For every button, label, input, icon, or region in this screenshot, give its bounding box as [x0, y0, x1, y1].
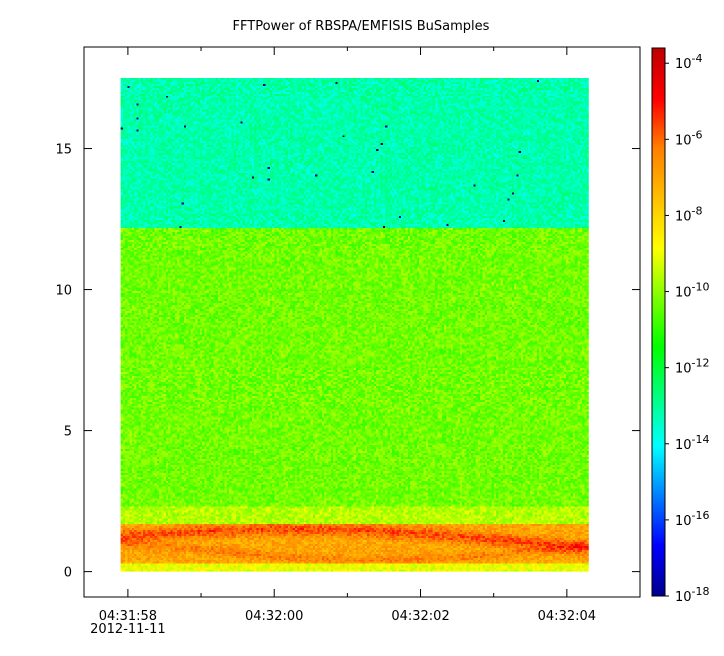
colorbar-tick-label: 10-16	[675, 509, 710, 529]
x-tick-label: 04:32:02	[391, 609, 449, 624]
colorbar-tick-label: 10-4	[675, 52, 703, 72]
chart-title: FFTPower of RBSPA/EMFISIS BuSamples	[233, 19, 490, 34]
colorbar-frame	[651, 47, 666, 597]
colorbar-ticks: 10-18 10-16 10-14 10-12 10-10 10-8 10-6 10-4	[665, 52, 710, 605]
colorbar-tick-label: 10-14	[675, 433, 710, 453]
x-tick-label: 04:32:00	[245, 609, 303, 624]
colorbar-tick-label: 10-12	[675, 357, 710, 377]
y-tick-label: 15	[55, 143, 72, 158]
colorbar-gradient	[652, 48, 665, 596]
x-tick-label: 04:31:58	[99, 609, 157, 624]
colorbar: 10-18 10-16 10-14 10-12 10-10 10-8 10-6 10-4	[651, 47, 710, 605]
y-tick-label: 0	[64, 566, 72, 581]
colorbar-tick-label: 10-10	[675, 281, 710, 301]
x-tick-label: 04:32:04	[538, 609, 596, 624]
spectrogram-image	[120, 78, 589, 572]
x-tick-date-label: 2012-11-11	[90, 622, 166, 637]
y-tick-label: 5	[64, 425, 72, 440]
colorbar-tick-label: 10-8	[675, 204, 703, 224]
y-axis: 0 5 10 15	[55, 143, 640, 581]
colorbar-tick-label: 10-18	[675, 585, 710, 605]
colorbar-tick-label: 10-6	[675, 128, 703, 148]
y-tick-label: 10	[55, 284, 72, 299]
